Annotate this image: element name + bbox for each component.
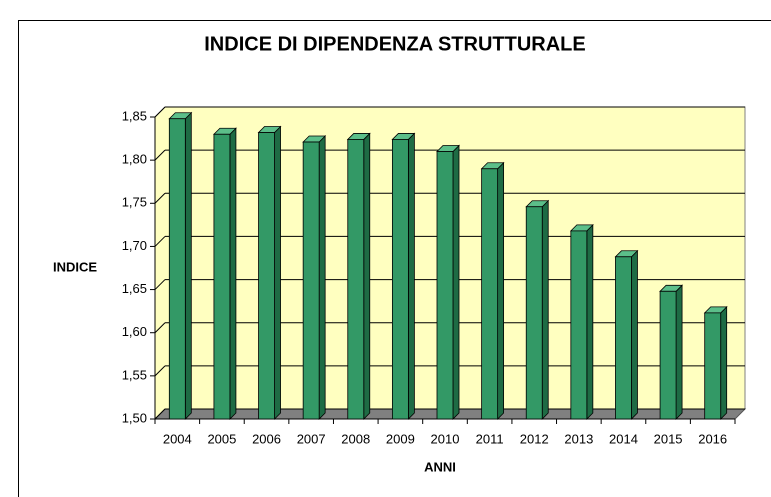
bar: [704, 312, 722, 420]
bar-side: [631, 249, 638, 420]
bar-side: [675, 284, 683, 420]
bar: [258, 132, 275, 420]
y-tick-label: 1,50: [122, 410, 147, 425]
bar: [302, 141, 320, 420]
grid-line: [154, 236, 166, 247]
grid-line: [154, 365, 166, 377]
bar-side: [318, 135, 326, 420]
bar-side: [407, 132, 415, 420]
bar: [436, 151, 454, 420]
bar: [391, 139, 409, 420]
x-tick-label: 2016: [698, 431, 727, 446]
bar-side: [720, 305, 728, 420]
grid-line: [154, 279, 166, 290]
bar: [570, 230, 588, 420]
bar-side: [452, 144, 460, 420]
bar: [615, 256, 632, 420]
grid-line: [154, 192, 166, 204]
x-tick-label: 2014: [609, 431, 638, 446]
y-tick-label: 1,60: [122, 324, 147, 339]
y-axis-label: INDICE: [53, 259, 97, 274]
x-tick-label: 2015: [654, 431, 683, 446]
x-tick-label: 2010: [431, 431, 460, 446]
y-tick-label: 1,80: [122, 152, 147, 167]
grid-line: [154, 149, 166, 161]
x-tick-label: 2005: [207, 431, 236, 446]
bar: [481, 168, 499, 420]
x-tick-label: 2007: [297, 431, 326, 446]
x-tick-label: 2012: [520, 431, 549, 446]
bar-side: [274, 125, 281, 420]
y-tick-label: 1,70: [122, 238, 147, 253]
bar: [659, 290, 677, 420]
grid-line: [154, 322, 166, 334]
bar: [525, 206, 543, 420]
bar-side: [363, 132, 371, 420]
x-tick-label: 2011: [476, 431, 504, 446]
grid-line: [154, 408, 166, 420]
bar: [213, 133, 231, 420]
y-tick-label: 1,55: [122, 367, 147, 382]
x-axis-label: ANNI: [424, 459, 456, 474]
x-tick-label: 2006: [252, 431, 281, 446]
bar-side: [586, 223, 594, 420]
bar-side: [541, 199, 549, 420]
x-tick-label: 2008: [341, 431, 370, 446]
bar: [168, 118, 186, 420]
x-tick-label: 2013: [564, 431, 593, 446]
grid-line: [154, 106, 166, 118]
y-tick-label: 1,65: [122, 281, 147, 296]
bar: [347, 139, 365, 420]
chart-title: INDICE DI DIPENDENZA STRUTTURALE: [204, 33, 585, 55]
x-tick-label: 2004: [163, 431, 192, 446]
bar-side: [497, 161, 505, 420]
y-tick-label: 1,85: [122, 108, 147, 123]
bar-side: [184, 111, 192, 420]
bar-side: [229, 127, 237, 420]
y-tick-label: 1,75: [122, 195, 147, 210]
x-tick-label: 2009: [386, 431, 415, 446]
